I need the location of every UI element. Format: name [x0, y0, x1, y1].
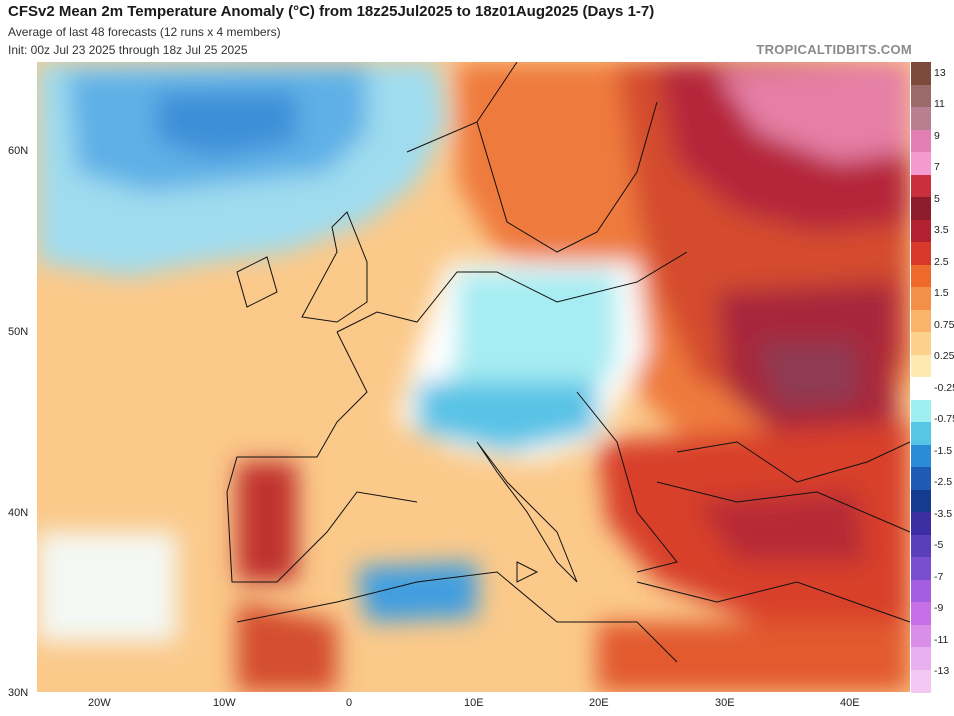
colorbar-swatch [911, 152, 931, 175]
subtitle-average: Average of last 48 forecasts (12 runs x … [8, 25, 281, 39]
colorbar-tick-label: 2.5 [934, 255, 949, 268]
colorbar-tick-label: 11 [934, 98, 945, 111]
colorbar-swatch [911, 624, 931, 648]
colorbar-tick-label: -0.75 [934, 413, 954, 426]
colorbar-swatch [911, 62, 931, 85]
subtitle-init: Init: 00z Jul 23 2025 through 18z Jul 25… [8, 43, 248, 57]
colorbar-tick-label: -9 [934, 602, 944, 615]
colorbar-swatches [911, 62, 931, 693]
lon-label-40e: 40E [840, 697, 860, 709]
colorbar-swatch [911, 647, 931, 670]
lon-label-20e: 20E [589, 697, 609, 709]
colorbar-tick-label: 1.5 [934, 287, 949, 300]
colorbar-swatch [911, 579, 931, 603]
anomaly-shading [37, 62, 910, 692]
colorbar-swatch [911, 557, 931, 580]
colorbar-swatch [911, 287, 931, 310]
colorbar-swatch [911, 422, 931, 445]
anomaly-map [37, 62, 910, 692]
colorbar-swatch [911, 197, 931, 220]
colorbar-swatch [911, 444, 931, 468]
colorbar-swatch [911, 309, 931, 333]
lon-label-10e: 10E [464, 697, 484, 709]
colorbar-tick-label: 3.5 [934, 224, 949, 237]
colorbar-tick-label: 0.75 [934, 318, 954, 331]
colorbar-swatch [911, 129, 931, 153]
lat-label-40n: 40N [8, 507, 29, 519]
colorbar-swatch [911, 264, 931, 288]
lon-label-0: 0 [346, 697, 353, 709]
colorbar-swatch [911, 242, 931, 265]
colorbar-swatch [911, 377, 931, 400]
colorbar-swatch [911, 512, 931, 535]
lon-label-20w: 20W [88, 697, 111, 709]
colorbar-tick-label: -0.25 [934, 381, 954, 394]
colorbar [911, 62, 954, 693]
colorbar-swatch [911, 84, 931, 108]
colorbar-swatch [911, 602, 931, 625]
colorbar-tick-label: -11 [934, 633, 949, 646]
lat-label-60n: 60N [8, 145, 29, 157]
colorbar-swatch [911, 534, 931, 558]
colorbar-tick-label: 13 [934, 66, 946, 79]
colorbar-swatch [911, 354, 931, 378]
colorbar-tick-label: 0.25 [934, 350, 954, 363]
colorbar-swatch [911, 669, 931, 693]
brand-watermark: TROPICALTIDBITS.COM [756, 42, 912, 57]
colorbar-tick-label: -2.5 [934, 476, 953, 489]
colorbar-swatch [911, 489, 931, 513]
colorbar-swatch [911, 399, 931, 423]
colorbar-swatch [911, 107, 931, 130]
colorbar-tick-label: 9 [934, 129, 940, 142]
colorbar-tick-label: 7 [934, 161, 940, 174]
lon-label-30e: 30E [715, 697, 735, 709]
colorbar-tick-label: -1.5 [934, 444, 953, 457]
lon-label-10w: 10W [213, 697, 236, 709]
colorbar-tick-label: 5 [934, 192, 940, 205]
colorbar-swatch [911, 467, 931, 490]
colorbar-swatch [911, 174, 931, 198]
coastlines [226, 62, 910, 663]
colorbar-swatch [911, 332, 931, 355]
colorbar-tick-label: -3.5 [934, 507, 953, 520]
map-title: CFSv2 Mean 2m Temperature Anomaly (°C) f… [8, 3, 655, 20]
lat-label-50n: 50N [8, 326, 29, 338]
colorbar-tick-label: -5 [934, 539, 944, 552]
colorbar-tick-label: -7 [934, 570, 944, 583]
colorbar-tick-label: -13 [934, 665, 950, 678]
lat-label-30n: 30N [8, 687, 29, 699]
colorbar-swatch [911, 219, 931, 243]
